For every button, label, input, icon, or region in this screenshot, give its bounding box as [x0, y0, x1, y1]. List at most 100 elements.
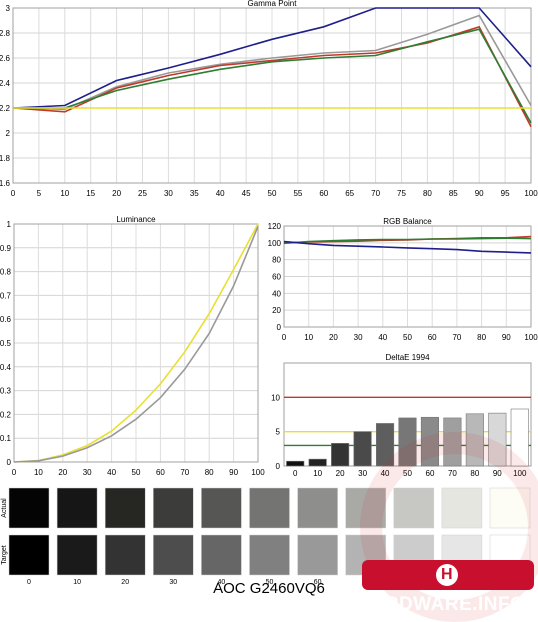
x-tick-label: 20: [58, 468, 67, 477]
x-tick-label: 10: [34, 468, 43, 477]
x-tick-label: 95: [501, 189, 510, 198]
x-tick-label: 50: [132, 468, 141, 477]
x-tick-label: 20: [336, 469, 345, 478]
swatch-actual: [201, 487, 242, 529]
y-tick-label: 80: [272, 256, 281, 265]
chart-title: DeltaE 1994: [385, 353, 430, 362]
y-tick-label: 0: [276, 462, 281, 471]
swatch-row-label-target: Target: [1, 545, 8, 565]
x-tick-label: 35: [190, 189, 199, 198]
y-tick-label: 2.8: [0, 29, 11, 38]
x-tick-label: 40: [107, 468, 116, 477]
x-tick-label: 15: [86, 189, 95, 198]
x-tick-label: 60: [428, 333, 437, 342]
series-line-0: [13, 223, 259, 463]
y-tick-label: 1: [7, 220, 12, 229]
swatch-target: [249, 534, 290, 576]
plot-frame: [13, 223, 259, 463]
x-tick-label: 70: [371, 189, 380, 198]
brand-logo-letter: H: [436, 563, 458, 586]
swatch-target: [104, 534, 146, 576]
y-tick-label: 1.8: [0, 154, 11, 163]
x-tick-label: 10: [60, 189, 69, 198]
x-tick-label: 10: [304, 333, 313, 342]
swatch-label: 60: [314, 579, 322, 586]
swatch-label: 50: [266, 579, 274, 586]
swatch-label: 0: [27, 579, 31, 586]
x-tick-label: 0: [282, 333, 287, 342]
series-line-2: [283, 240, 532, 254]
y-tick-label: 0.2: [0, 410, 12, 419]
x-tick-label: 70: [452, 333, 461, 342]
swatch-actual: [249, 487, 290, 529]
series-line-1: [283, 237, 532, 245]
plot-frame: [283, 225, 532, 328]
swatch-target: [153, 534, 194, 576]
swatch-actual: [153, 487, 194, 529]
x-tick-label: 5: [37, 189, 42, 198]
x-tick-label: 60: [319, 189, 328, 198]
x-tick-label: 90: [475, 189, 484, 198]
x-tick-label: 40: [216, 189, 225, 198]
y-tick-label: 100: [268, 239, 282, 248]
swatch-row-label-actual: Actual: [1, 498, 8, 518]
x-tick-label: 100: [251, 468, 265, 477]
chart-rgb: 120 100 80 60 40 20 00 10 20 30 40 50 60 70 80 90 100 RGB…: [268, 217, 538, 342]
swatch-target: [8, 534, 50, 576]
x-tick-label: 80: [477, 333, 486, 342]
chart-luminance: 1 0.9 0.8 0.7 0.6 0.5 0.4 0.3 0.2 0.1 00 10 20 30 40 50…: [0, 215, 265, 477]
swatch-label: 20: [121, 579, 129, 586]
swatch-label: 10: [73, 579, 81, 586]
y-tick-label: 60: [272, 273, 281, 282]
chart-gamma: 3 2.8 2.6 2.4 2.2 2 1.8 1.60 5 10 15 20 25 30 35 40 45 50…: [0, 0, 538, 198]
swatch-target: [201, 534, 242, 576]
bar: [286, 460, 305, 467]
y-tick-label: 0.6: [0, 315, 12, 324]
x-tick-label: 90: [502, 333, 511, 342]
swatch-actual: [8, 487, 50, 529]
y-tick-label: 2.6: [0, 54, 11, 63]
x-tick-label: 55: [293, 189, 302, 198]
x-tick-label: 0: [293, 469, 298, 478]
x-tick-label: 50: [268, 189, 277, 198]
swatch-actual: [297, 487, 338, 529]
y-tick-label: 0.5: [0, 339, 12, 348]
x-tick-label: 85: [449, 189, 458, 198]
x-tick-label: 20: [329, 333, 338, 342]
x-tick-label: 50: [403, 333, 412, 342]
y-tick-label: 40: [272, 289, 281, 298]
y-tick-label: 0.7: [0, 291, 12, 300]
y-tick-label: 0: [7, 458, 12, 467]
x-tick-label: 45: [242, 189, 251, 198]
x-tick-label: 70: [180, 468, 189, 477]
grayscale-swatches: 0102030405060708090100ActualTarget: [1, 487, 531, 586]
swatch-actual: [56, 487, 98, 529]
x-tick-label: 30: [83, 468, 92, 477]
x-tick-label: 40: [378, 333, 387, 342]
y-tick-label: 20: [272, 306, 281, 315]
y-tick-label: 0.9: [0, 244, 12, 253]
x-tick-label: 25: [138, 189, 147, 198]
swatch-label: 30: [169, 579, 177, 586]
x-tick-label: 100: [524, 189, 538, 198]
y-tick-label: 0.4: [0, 363, 12, 372]
y-tick-label: 10: [271, 393, 280, 402]
plot-frame: [12, 7, 532, 184]
monitor-model-title: AOC G2460VQ6: [213, 580, 325, 597]
swatch-target: [56, 534, 98, 576]
swatch-label: 40: [218, 579, 226, 586]
y-tick-label: 5: [276, 428, 281, 437]
x-tick-label: 0: [12, 468, 17, 477]
bar: [308, 458, 327, 467]
y-tick-label: 0.1: [0, 434, 12, 443]
x-tick-label: 60: [156, 468, 165, 477]
swatch-target: [297, 534, 338, 576]
series-line-1: [13, 226, 259, 463]
x-tick-label: 80: [423, 189, 432, 198]
y-tick-label: 2: [6, 129, 11, 138]
y-tick-label: 3: [6, 4, 11, 13]
x-tick-label: 90: [229, 468, 238, 477]
y-tick-label: 0.8: [0, 268, 12, 277]
chart-title: Luminance: [116, 215, 156, 224]
y-tick-label: 0: [277, 323, 282, 332]
